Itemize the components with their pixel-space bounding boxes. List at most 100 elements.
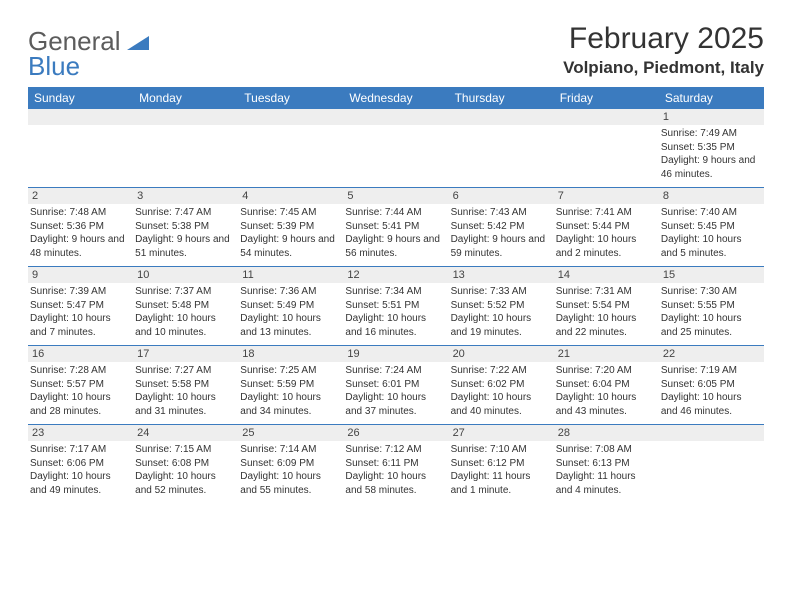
- day-body: Sunrise: 7:19 AMSunset: 6:05 PMDaylight:…: [659, 362, 764, 424]
- logo-text-blue: Blue: [28, 53, 149, 79]
- day-body: Sunrise: 7:28 AMSunset: 5:57 PMDaylight:…: [28, 362, 133, 424]
- sunset-text: Sunset: 6:01 PM: [345, 378, 444, 392]
- week-row: 9Sunrise: 7:39 AMSunset: 5:47 PMDaylight…: [28, 266, 764, 345]
- daylight-text: Daylight: 9 hours and 48 minutes.: [30, 233, 129, 260]
- day-body: Sunrise: 7:22 AMSunset: 6:02 PMDaylight:…: [449, 362, 554, 424]
- day-number: 28: [554, 425, 659, 441]
- sunset-text: Sunset: 5:54 PM: [556, 299, 655, 313]
- day-number: 14: [554, 267, 659, 283]
- day-cell: [554, 109, 659, 187]
- day-number: 3: [133, 188, 238, 204]
- week-row: 16Sunrise: 7:28 AMSunset: 5:57 PMDayligh…: [28, 345, 764, 424]
- day-number: 7: [554, 188, 659, 204]
- sunrise-text: Sunrise: 7:44 AM: [345, 206, 444, 220]
- sunrise-text: Sunrise: 7:48 AM: [30, 206, 129, 220]
- daylight-text: Daylight: 9 hours and 54 minutes.: [240, 233, 339, 260]
- sunrise-text: Sunrise: 7:08 AM: [556, 443, 655, 457]
- sunset-text: Sunset: 5:41 PM: [345, 220, 444, 234]
- day-body: Sunrise: 7:31 AMSunset: 5:54 PMDaylight:…: [554, 283, 659, 345]
- sunset-text: Sunset: 5:45 PM: [661, 220, 760, 234]
- daylight-text: Daylight: 10 hours and 52 minutes.: [135, 470, 234, 497]
- sunset-text: Sunset: 5:42 PM: [451, 220, 550, 234]
- daylight-text: Daylight: 9 hours and 59 minutes.: [451, 233, 550, 260]
- daylight-text: Daylight: 10 hours and 55 minutes.: [240, 470, 339, 497]
- sunrise-text: Sunrise: 7:27 AM: [135, 364, 234, 378]
- daylight-text: Daylight: 10 hours and 19 minutes.: [451, 312, 550, 339]
- daylight-text: Daylight: 10 hours and 49 minutes.: [30, 470, 129, 497]
- day-number: 17: [133, 346, 238, 362]
- day-cell: 21Sunrise: 7:20 AMSunset: 6:04 PMDayligh…: [554, 346, 659, 424]
- sunrise-text: Sunrise: 7:30 AM: [661, 285, 760, 299]
- day-cell: [28, 109, 133, 187]
- day-cell: 14Sunrise: 7:31 AMSunset: 5:54 PMDayligh…: [554, 267, 659, 345]
- day-cell: 4Sunrise: 7:45 AMSunset: 5:39 PMDaylight…: [238, 188, 343, 266]
- day-number: 1: [659, 109, 764, 125]
- day-body: Sunrise: 7:25 AMSunset: 5:59 PMDaylight:…: [238, 362, 343, 424]
- sunset-text: Sunset: 5:55 PM: [661, 299, 760, 313]
- daylight-text: Daylight: 10 hours and 2 minutes.: [556, 233, 655, 260]
- sunrise-text: Sunrise: 7:36 AM: [240, 285, 339, 299]
- sunset-text: Sunset: 6:09 PM: [240, 457, 339, 471]
- weekday-header: Friday: [554, 87, 659, 109]
- day-cell: 24Sunrise: 7:15 AMSunset: 6:08 PMDayligh…: [133, 425, 238, 503]
- day-cell: [343, 109, 448, 187]
- week-row: 23Sunrise: 7:17 AMSunset: 6:06 PMDayligh…: [28, 424, 764, 503]
- day-number: 19: [343, 346, 448, 362]
- daylight-text: Daylight: 11 hours and 4 minutes.: [556, 470, 655, 497]
- day-number: 9: [28, 267, 133, 283]
- day-number: 13: [449, 267, 554, 283]
- sunset-text: Sunset: 6:02 PM: [451, 378, 550, 392]
- sunrise-text: Sunrise: 7:45 AM: [240, 206, 339, 220]
- location: Volpiano, Piedmont, Italy: [563, 58, 764, 78]
- day-body: Sunrise: 7:37 AMSunset: 5:48 PMDaylight:…: [133, 283, 238, 345]
- day-number: 23: [28, 425, 133, 441]
- sunset-text: Sunset: 5:36 PM: [30, 220, 129, 234]
- week-row: 2Sunrise: 7:48 AMSunset: 5:36 PMDaylight…: [28, 187, 764, 266]
- day-number: 27: [449, 425, 554, 441]
- day-cell: 16Sunrise: 7:28 AMSunset: 5:57 PMDayligh…: [28, 346, 133, 424]
- empty-day: [659, 425, 764, 441]
- day-number: 21: [554, 346, 659, 362]
- daylight-text: Daylight: 9 hours and 51 minutes.: [135, 233, 234, 260]
- sunrise-text: Sunrise: 7:25 AM: [240, 364, 339, 378]
- sunset-text: Sunset: 6:13 PM: [556, 457, 655, 471]
- sunrise-text: Sunrise: 7:49 AM: [661, 127, 760, 141]
- sunrise-text: Sunrise: 7:10 AM: [451, 443, 550, 457]
- day-cell: 23Sunrise: 7:17 AMSunset: 6:06 PMDayligh…: [28, 425, 133, 503]
- day-cell: 9Sunrise: 7:39 AMSunset: 5:47 PMDaylight…: [28, 267, 133, 345]
- empty-day: [449, 109, 554, 125]
- daylight-text: Daylight: 9 hours and 46 minutes.: [661, 154, 760, 181]
- sunrise-text: Sunrise: 7:20 AM: [556, 364, 655, 378]
- daylight-text: Daylight: 9 hours and 56 minutes.: [345, 233, 444, 260]
- day-cell: 15Sunrise: 7:30 AMSunset: 5:55 PMDayligh…: [659, 267, 764, 345]
- daylight-text: Daylight: 10 hours and 28 minutes.: [30, 391, 129, 418]
- empty-day: [28, 109, 133, 125]
- day-body: Sunrise: 7:24 AMSunset: 6:01 PMDaylight:…: [343, 362, 448, 424]
- sunrise-text: Sunrise: 7:41 AM: [556, 206, 655, 220]
- day-cell: 5Sunrise: 7:44 AMSunset: 5:41 PMDaylight…: [343, 188, 448, 266]
- day-body: Sunrise: 7:43 AMSunset: 5:42 PMDaylight:…: [449, 204, 554, 266]
- day-body: Sunrise: 7:36 AMSunset: 5:49 PMDaylight:…: [238, 283, 343, 345]
- daylight-text: Daylight: 10 hours and 37 minutes.: [345, 391, 444, 418]
- day-body: Sunrise: 7:15 AMSunset: 6:08 PMDaylight:…: [133, 441, 238, 503]
- day-cell: 8Sunrise: 7:40 AMSunset: 5:45 PMDaylight…: [659, 188, 764, 266]
- day-number: 16: [28, 346, 133, 362]
- day-number: 2: [28, 188, 133, 204]
- sunset-text: Sunset: 5:47 PM: [30, 299, 129, 313]
- sunset-text: Sunset: 5:38 PM: [135, 220, 234, 234]
- day-cell: [238, 109, 343, 187]
- sunset-text: Sunset: 5:58 PM: [135, 378, 234, 392]
- day-body: Sunrise: 7:27 AMSunset: 5:58 PMDaylight:…: [133, 362, 238, 424]
- day-cell: 6Sunrise: 7:43 AMSunset: 5:42 PMDaylight…: [449, 188, 554, 266]
- day-body: Sunrise: 7:41 AMSunset: 5:44 PMDaylight:…: [554, 204, 659, 266]
- day-body: Sunrise: 7:49 AMSunset: 5:35 PMDaylight:…: [659, 125, 764, 187]
- daylight-text: Daylight: 10 hours and 34 minutes.: [240, 391, 339, 418]
- day-body: Sunrise: 7:48 AMSunset: 5:36 PMDaylight:…: [28, 204, 133, 266]
- day-body: Sunrise: 7:33 AMSunset: 5:52 PMDaylight:…: [449, 283, 554, 345]
- sunset-text: Sunset: 6:11 PM: [345, 457, 444, 471]
- day-body: Sunrise: 7:34 AMSunset: 5:51 PMDaylight:…: [343, 283, 448, 345]
- day-cell: [449, 109, 554, 187]
- sunrise-text: Sunrise: 7:15 AM: [135, 443, 234, 457]
- empty-day: [343, 109, 448, 125]
- sunrise-text: Sunrise: 7:22 AM: [451, 364, 550, 378]
